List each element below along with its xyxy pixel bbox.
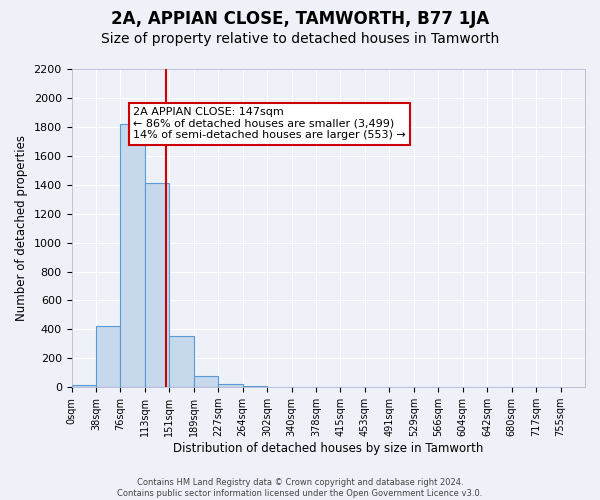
Bar: [169, 336, 194, 387]
Bar: [218, 384, 242, 387]
Bar: [145, 184, 169, 387]
Bar: [121, 124, 145, 387]
Bar: [194, 376, 218, 387]
Text: 2A APPIAN CLOSE: 147sqm
← 86% of detached houses are smaller (3,499)
14% of semi: 2A APPIAN CLOSE: 147sqm ← 86% of detache…: [133, 107, 406, 140]
X-axis label: Distribution of detached houses by size in Tamworth: Distribution of detached houses by size …: [173, 442, 484, 455]
Text: Size of property relative to detached houses in Tamworth: Size of property relative to detached ho…: [101, 32, 499, 46]
Bar: [242, 386, 267, 387]
Text: Contains HM Land Registry data © Crown copyright and database right 2024.
Contai: Contains HM Land Registry data © Crown c…: [118, 478, 482, 498]
Bar: [96, 326, 121, 387]
Y-axis label: Number of detached properties: Number of detached properties: [15, 135, 28, 321]
Text: 2A, APPIAN CLOSE, TAMWORTH, B77 1JA: 2A, APPIAN CLOSE, TAMWORTH, B77 1JA: [111, 10, 489, 28]
Bar: [71, 385, 96, 387]
